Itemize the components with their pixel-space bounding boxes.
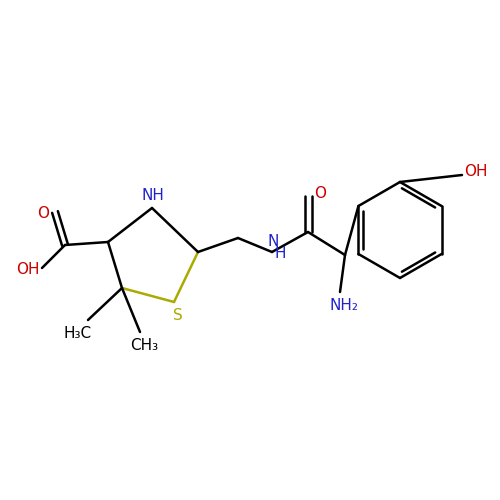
Text: O: O xyxy=(37,206,49,220)
Text: NH₂: NH₂ xyxy=(330,298,358,312)
Text: OH: OH xyxy=(16,262,40,276)
Text: OH: OH xyxy=(464,164,488,180)
Text: CH₃: CH₃ xyxy=(130,338,158,352)
Text: O: O xyxy=(314,186,326,202)
Text: N: N xyxy=(268,234,278,248)
Text: S: S xyxy=(173,308,183,324)
Text: H: H xyxy=(274,246,286,262)
Text: NH: NH xyxy=(142,188,165,202)
Text: H₃C: H₃C xyxy=(64,326,92,340)
